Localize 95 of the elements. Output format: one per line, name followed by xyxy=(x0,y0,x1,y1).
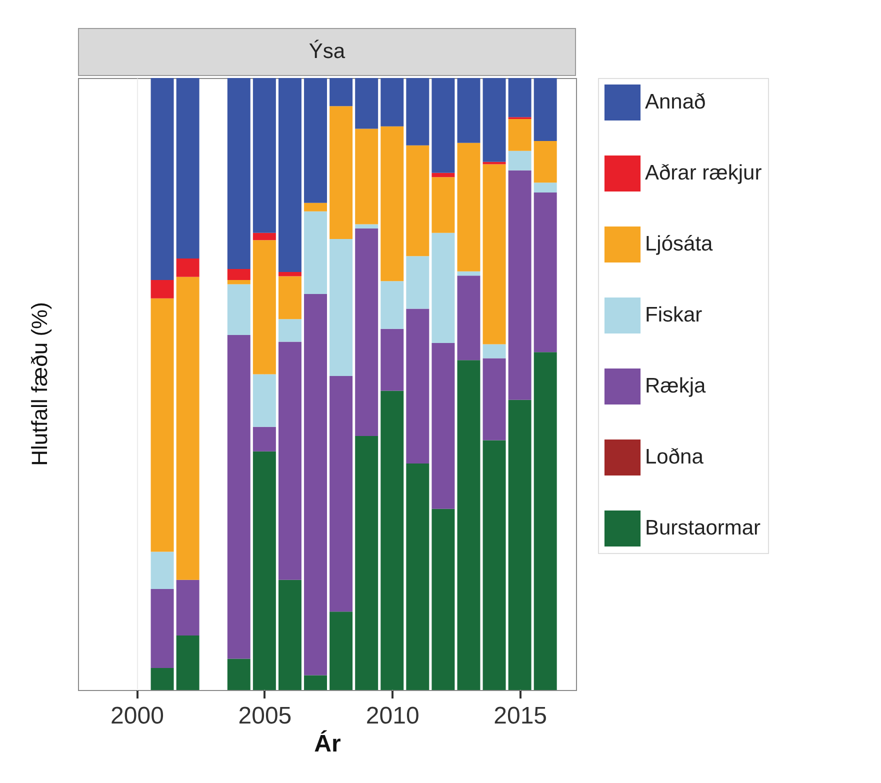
bar xyxy=(508,119,532,151)
bar xyxy=(278,342,302,580)
bar xyxy=(227,335,250,659)
bar xyxy=(482,358,506,440)
bar xyxy=(457,276,480,360)
legend-label: Ljósáta xyxy=(645,232,714,256)
bar xyxy=(330,106,353,239)
x-tick-label: 2015 xyxy=(494,702,548,730)
bar xyxy=(355,128,378,224)
bar xyxy=(304,211,327,294)
bar xyxy=(176,636,200,690)
bar xyxy=(380,390,404,690)
bar xyxy=(406,308,430,464)
bar xyxy=(432,172,455,178)
legend-label: Rækja xyxy=(645,374,706,398)
bar xyxy=(457,78,480,143)
bar xyxy=(534,352,557,690)
legend-label: Burstaormar xyxy=(645,516,761,540)
bar xyxy=(252,232,276,240)
bar xyxy=(380,78,404,126)
bar xyxy=(176,580,200,636)
bar xyxy=(330,238,353,376)
bar xyxy=(278,78,302,272)
bar xyxy=(432,508,455,690)
bar xyxy=(534,141,557,183)
bar xyxy=(252,426,276,452)
bar xyxy=(150,280,174,298)
bar xyxy=(457,142,480,272)
bar xyxy=(252,374,276,427)
bar xyxy=(304,78,327,203)
bar xyxy=(432,342,455,509)
bar xyxy=(150,298,174,552)
bar xyxy=(406,145,430,256)
bar xyxy=(482,164,506,344)
bar xyxy=(482,162,506,164)
bar xyxy=(150,668,174,690)
chart-title: Ýsa xyxy=(78,28,576,76)
bar xyxy=(227,78,250,269)
bar xyxy=(227,658,250,690)
bar xyxy=(380,328,404,391)
bar xyxy=(278,319,302,342)
bar xyxy=(304,294,327,676)
bar xyxy=(457,271,480,276)
bar xyxy=(227,284,250,336)
bar xyxy=(432,177,455,233)
bar xyxy=(150,552,174,590)
bar xyxy=(432,232,455,343)
bar xyxy=(227,268,250,280)
bar xyxy=(508,400,532,690)
bar xyxy=(330,376,353,612)
bar xyxy=(432,78,455,173)
bar xyxy=(482,344,506,358)
bar xyxy=(406,464,430,690)
bar xyxy=(380,126,404,282)
bar xyxy=(508,150,532,170)
bar xyxy=(355,224,378,229)
y-axis-title: Hlutfall fæðu (%) xyxy=(27,302,53,466)
bar xyxy=(457,360,480,690)
bar xyxy=(355,228,378,436)
bar xyxy=(534,192,557,352)
bar xyxy=(482,440,506,690)
bar xyxy=(330,78,353,106)
bar xyxy=(355,436,378,690)
bar xyxy=(278,272,302,276)
bar xyxy=(304,675,327,690)
bar xyxy=(278,276,302,320)
bar xyxy=(304,202,327,212)
bar xyxy=(227,280,250,284)
bar xyxy=(278,580,302,690)
bar xyxy=(534,182,557,192)
legend-label: Aðrar rækjur xyxy=(645,162,762,184)
bar xyxy=(406,256,430,309)
bar xyxy=(355,78,378,129)
x-axis-title: Ár xyxy=(314,730,341,758)
bar xyxy=(252,240,276,374)
legend-label: Fiskar xyxy=(645,304,702,326)
bar xyxy=(508,78,532,118)
bar xyxy=(406,78,430,146)
bar xyxy=(508,170,532,400)
bar xyxy=(176,276,200,580)
bar xyxy=(150,78,174,280)
bar xyxy=(150,589,174,668)
x-tick-label: 2000 xyxy=(110,702,164,730)
legend-label: Annað xyxy=(645,90,706,114)
bar xyxy=(176,78,200,259)
bar xyxy=(252,451,276,690)
bar xyxy=(330,612,353,690)
bar xyxy=(176,258,200,277)
bar xyxy=(380,281,404,329)
x-tick-label: 2005 xyxy=(238,702,292,730)
x-tick-label: 2010 xyxy=(366,702,420,730)
bar xyxy=(252,78,276,233)
legend-label: Loðna xyxy=(645,446,704,468)
bar xyxy=(482,78,506,162)
bar xyxy=(534,78,557,142)
